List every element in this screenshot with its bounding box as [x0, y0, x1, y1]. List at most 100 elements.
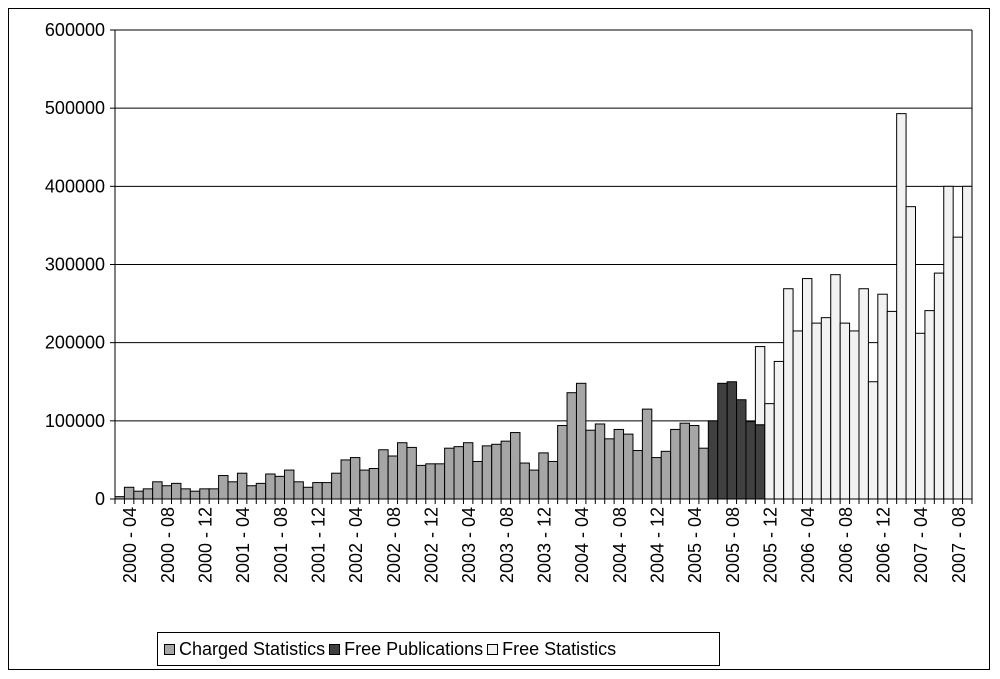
bar — [839, 322, 851, 500]
bar — [924, 310, 935, 500]
bar — [962, 185, 973, 500]
y-tick-label: 100000 — [45, 411, 105, 431]
bar — [453, 446, 464, 500]
bar — [820, 317, 832, 500]
y-tick-label: 500000 — [45, 98, 105, 118]
bar — [491, 443, 502, 500]
x-tick-label: 2005 - 08 — [723, 507, 743, 583]
y-tick-label: 600000 — [45, 20, 105, 40]
legend-item-free-statistics: Free Statistics — [487, 639, 616, 660]
bar — [510, 432, 521, 500]
x-tick-label: 2000 - 08 — [158, 507, 178, 583]
bar — [801, 278, 813, 500]
bar — [594, 423, 606, 500]
bar — [387, 455, 399, 500]
bar — [623, 433, 634, 500]
bar — [462, 442, 474, 500]
bar — [180, 488, 191, 500]
legend-label: Charged Statistics — [179, 638, 326, 659]
bar — [171, 482, 182, 500]
bar — [688, 425, 700, 500]
bar — [764, 403, 775, 500]
bar — [651, 457, 662, 500]
bar — [679, 422, 690, 500]
x-tick-label: 2004 - 12 — [648, 507, 668, 583]
x-tick-label: 2001 - 12 — [308, 507, 328, 583]
bar — [142, 488, 154, 500]
bar — [604, 438, 615, 500]
bar — [858, 288, 869, 500]
bar — [481, 445, 493, 500]
x-tick-label: 2006 - 08 — [836, 507, 856, 583]
x-tick-label: 2002 - 08 — [384, 507, 404, 583]
x-tick-label: 2003 - 04 — [459, 507, 479, 583]
bar — [726, 381, 738, 500]
bar — [632, 450, 643, 500]
x-tick-label: 2003 - 12 — [535, 507, 555, 583]
bar — [472, 460, 483, 500]
x-tick-label: 2003 - 08 — [497, 507, 517, 583]
x-tick-label: 2000 - 04 — [120, 507, 140, 583]
bar — [783, 288, 794, 500]
bar — [849, 330, 860, 500]
bar — [378, 449, 389, 500]
bar — [641, 408, 653, 500]
bar — [274, 475, 286, 500]
bar — [152, 481, 163, 500]
bar — [867, 381, 879, 500]
bar — [302, 486, 314, 500]
bar — [905, 206, 916, 500]
bar — [312, 482, 323, 500]
bar — [199, 488, 210, 500]
bar — [359, 469, 370, 500]
bar — [425, 463, 436, 500]
bar — [717, 382, 728, 500]
x-tick-label: 2006 - 12 — [874, 507, 894, 583]
y-tick-label: 0 — [95, 489, 105, 509]
bar — [933, 272, 945, 500]
legend-label: Free Statistics — [502, 638, 617, 659]
x-tick-label: 2002 - 12 — [421, 507, 441, 583]
bar — [575, 382, 587, 500]
bar — [773, 360, 785, 500]
bar — [547, 460, 559, 500]
bar — [528, 469, 540, 500]
bar — [265, 473, 276, 500]
bar — [340, 459, 351, 500]
x-tick-label: 2001 - 04 — [233, 507, 253, 583]
bar — [613, 428, 625, 500]
bar — [896, 113, 907, 500]
legend-swatch-free-publications — [329, 643, 341, 655]
bar — [397, 442, 408, 500]
bar — [566, 392, 577, 500]
bar — [914, 332, 926, 500]
x-tick-label: 2002 - 04 — [346, 507, 366, 583]
x-tick-label: 2001 - 08 — [271, 507, 291, 583]
x-tick-label: 2005 - 12 — [761, 507, 781, 583]
bar — [406, 446, 417, 500]
bar — [707, 420, 719, 500]
x-tick-label: 2000 - 12 — [195, 507, 215, 583]
legend-swatch-free-statistics — [487, 643, 499, 655]
bar — [557, 425, 568, 500]
bar — [161, 485, 173, 500]
y-tick-label: 200000 — [45, 333, 105, 353]
legend-item-free-publications: Free Publications — [329, 639, 483, 660]
bar — [500, 440, 512, 500]
x-tick-label: 2005 - 04 — [685, 507, 705, 583]
bar — [434, 463, 446, 500]
bar — [670, 428, 681, 500]
bar — [585, 429, 596, 500]
bar — [246, 485, 257, 500]
bar — [293, 481, 304, 500]
bar — [368, 468, 380, 500]
legend-item-charged-statistics: Charged Statistics — [164, 639, 325, 660]
bar — [123, 486, 135, 500]
legend-swatch-charged-statistics — [164, 643, 175, 655]
bar — [745, 421, 756, 500]
legend-label: Free Publications — [344, 638, 484, 659]
y-tick-label: 300000 — [45, 255, 105, 275]
bar — [811, 322, 822, 500]
bar — [349, 457, 361, 500]
